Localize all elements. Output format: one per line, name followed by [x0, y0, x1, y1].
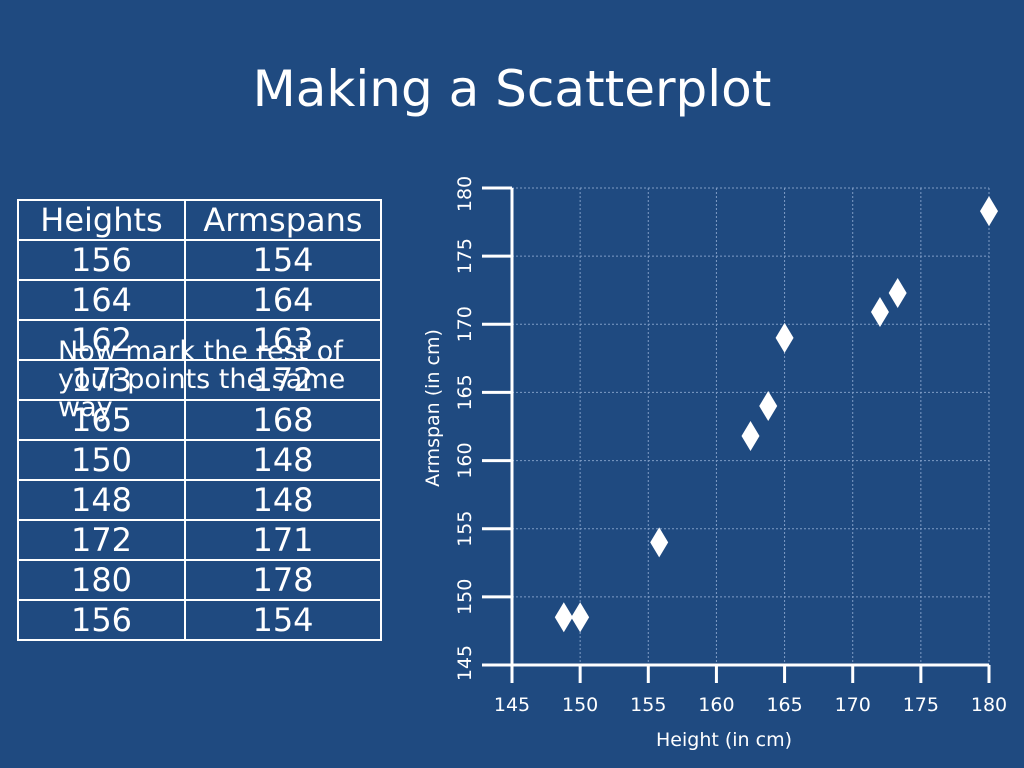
- table-row: 165 168: [17, 399, 382, 441]
- grid-lines: [512, 187, 990, 665]
- table-row: 172 171: [17, 519, 382, 561]
- cell-armspan: 168: [184, 399, 382, 441]
- data-points: [554, 196, 998, 633]
- table-header-row: Heights Armspans: [17, 199, 382, 241]
- cell-height: 156: [17, 599, 186, 641]
- column-header-armspans: Armspans: [184, 199, 382, 241]
- x-tick-labels: 145 150 155 160 165 170 175 180: [494, 694, 1007, 716]
- table-row: 164 164: [17, 279, 382, 321]
- cell-armspan: 164: [184, 279, 382, 321]
- data-point: [759, 391, 778, 422]
- data-point: [870, 297, 889, 328]
- cell-armspan: 172: [184, 359, 382, 401]
- x-tick-label: 160: [698, 694, 734, 716]
- table-row: 162 163: [17, 319, 382, 361]
- cell-height: 165: [17, 399, 186, 441]
- cell-armspan: 148: [184, 479, 382, 521]
- table-row: 173 172: [17, 359, 382, 401]
- column-header-heights: Heights: [17, 199, 186, 241]
- y-tick-label: 150: [454, 579, 476, 615]
- cell-height: 173: [17, 359, 186, 401]
- y-tick-label: 145: [454, 645, 476, 681]
- y-tick-label: 165: [454, 374, 476, 410]
- cell-height: 156: [17, 239, 186, 281]
- cell-armspan: 148: [184, 439, 382, 481]
- cell-armspan: 171: [184, 519, 382, 561]
- y-tick-label: 175: [454, 238, 476, 274]
- data-point: [571, 602, 590, 633]
- data-point: [888, 277, 907, 308]
- cell-armspan: 163: [184, 319, 382, 361]
- data-point: [650, 527, 669, 558]
- data-point: [741, 421, 760, 452]
- x-tick-label: 150: [562, 694, 598, 716]
- x-tick-label: 145: [494, 694, 530, 716]
- axes: [482, 186, 991, 683]
- data-point: [775, 322, 794, 353]
- cell-armspan: 154: [184, 239, 382, 281]
- cell-height: 164: [17, 279, 186, 321]
- cell-height: 172: [17, 519, 186, 561]
- table-row: 156 154: [17, 599, 382, 641]
- y-tick-label: 160: [454, 442, 476, 478]
- data-table: Heights Armspans 156 154 164 164 162 163 173 17…: [17, 199, 382, 641]
- x-axis-label: Height (in cm): [656, 729, 792, 751]
- table-row: 156 154: [17, 239, 382, 281]
- slide-title: Making a Scatterplot: [252, 60, 772, 118]
- table-row: 180 178: [17, 559, 382, 601]
- cell-height: 148: [17, 479, 186, 521]
- x-tick-label: 175: [903, 694, 939, 716]
- y-tick-label: 170: [454, 306, 476, 342]
- y-tick-label: 180: [454, 176, 476, 212]
- data-point: [980, 196, 998, 227]
- cell-armspan: 178: [184, 559, 382, 601]
- cell-height: 162: [17, 319, 186, 361]
- y-tick-labels: 145 150 155 160 165 170 175 180: [454, 176, 476, 681]
- x-tick-label: 170: [835, 694, 871, 716]
- cell-height: 180: [17, 559, 186, 601]
- table-body: 156 154 164 164 162 163 173 172 165 168 150 148 148 1…: [17, 239, 382, 641]
- table-row: 148 148: [17, 479, 382, 521]
- cell-height: 150: [17, 439, 186, 481]
- y-tick-label: 155: [454, 511, 476, 547]
- x-tick-label: 155: [630, 694, 666, 716]
- instruction-note: Now mark the rest of your points the sam…: [58, 336, 346, 423]
- x-tick-label: 180: [971, 694, 1007, 716]
- data-point: [554, 602, 573, 633]
- x-tick-label: 165: [766, 694, 802, 716]
- table-row: 150 148: [17, 439, 382, 481]
- cell-armspan: 154: [184, 599, 382, 641]
- y-axis-label: Armspan (in cm): [422, 329, 444, 487]
